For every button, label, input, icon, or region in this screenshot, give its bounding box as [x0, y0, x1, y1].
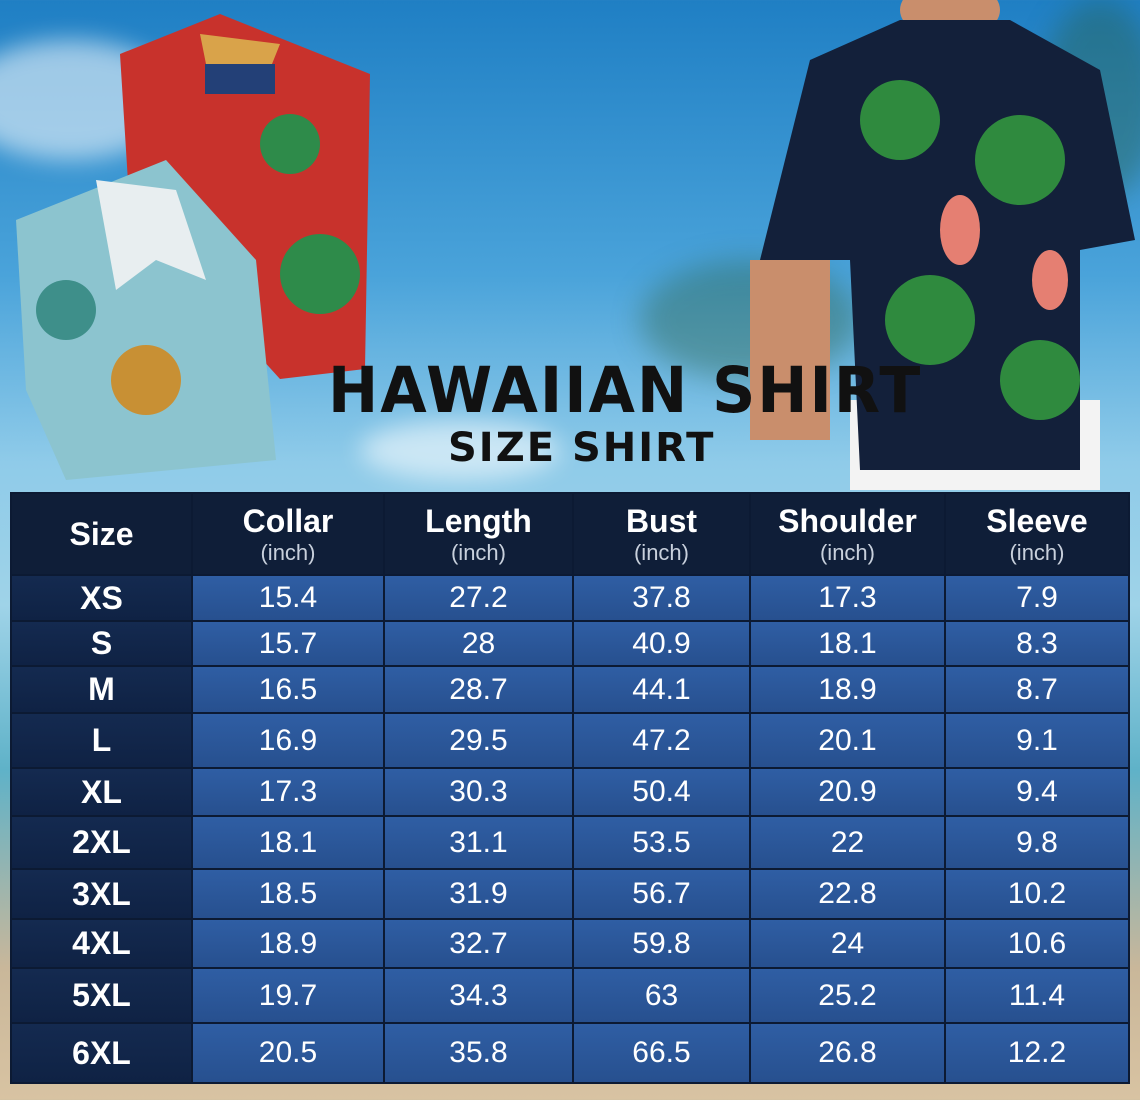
value-cell: 15.7: [193, 622, 383, 665]
size-label-cell: XS: [12, 576, 191, 620]
header-unit: (inch): [819, 539, 875, 565]
value-cell: 20.1: [751, 714, 944, 767]
size-label-cell: XL: [12, 769, 191, 815]
value-cell: 28.7: [385, 667, 572, 712]
value-cell: 9.4: [946, 769, 1128, 815]
value-cell: 35.8: [385, 1024, 572, 1082]
page-title: HAWAIIAN SHIRT: [328, 354, 923, 428]
value-cell: 31.1: [385, 817, 572, 868]
value-cell: 18.1: [193, 817, 383, 868]
value-cell: 31.9: [385, 870, 572, 918]
header-cell: Bust (inch): [574, 494, 749, 574]
value-cell: 12.2: [946, 1024, 1128, 1082]
size-label-cell: 2XL: [12, 817, 191, 868]
size-label-cell: M: [12, 667, 191, 712]
value-cell: 19.7: [193, 969, 383, 1022]
header-label: Length: [425, 502, 532, 539]
model-flamingo-shirt-image: [750, 0, 1135, 490]
size-label-cell: 4XL: [12, 920, 191, 967]
value-cell: 24: [751, 920, 944, 967]
header-cell: Collar (inch): [193, 494, 383, 574]
cloud: [360, 420, 560, 480]
header-cell: Size: [12, 494, 191, 574]
value-cell: 56.7: [574, 870, 749, 918]
size-label-cell: 6XL: [12, 1024, 191, 1082]
value-cell: 22.8: [751, 870, 944, 918]
value-cell: 44.1: [574, 667, 749, 712]
header-unit: (inch): [1009, 539, 1065, 565]
header-label: Size: [69, 515, 134, 552]
value-cell: 34.3: [385, 969, 572, 1022]
header-unit: (inch): [450, 539, 506, 565]
value-cell: 8.7: [946, 667, 1128, 712]
value-cell: 18.1: [751, 622, 944, 665]
header-cell: Sleeve (inch): [946, 494, 1128, 574]
value-cell: 63: [574, 969, 749, 1022]
value-cell: 27.2: [385, 576, 572, 620]
size-chart-table: Size Collar (inch) Length (inch) Bust (inch) Sh…: [10, 492, 1130, 1084]
header-cell: Length (inch): [385, 494, 572, 574]
value-cell: 40.9: [574, 622, 749, 665]
value-cell: 17.3: [751, 576, 944, 620]
value-cell: 32.7: [385, 920, 572, 967]
value-cell: 16.9: [193, 714, 383, 767]
value-cell: 18.9: [751, 667, 944, 712]
value-cell: 9.1: [946, 714, 1128, 767]
header-unit: (inch): [260, 539, 316, 565]
value-cell: 25.2: [751, 969, 944, 1022]
header-label: Shoulder: [778, 502, 917, 539]
page-subtitle: SIZE SHIRT: [448, 425, 716, 471]
value-cell: 8.3: [946, 622, 1128, 665]
header-label: Bust: [625, 502, 698, 539]
value-cell: 10.2: [946, 870, 1128, 918]
value-cell: 15.4: [193, 576, 383, 620]
value-cell: 29.5: [385, 714, 572, 767]
size-label-cell: S: [12, 622, 191, 665]
value-cell: 59.8: [574, 920, 749, 967]
header-cell: Shoulder (inch): [751, 494, 944, 574]
folded-blue-shirt-image: [16, 160, 276, 480]
value-cell: 20.5: [193, 1024, 383, 1082]
header-label: Collar: [242, 502, 334, 539]
value-cell: 47.2: [574, 714, 749, 767]
value-cell: 53.5: [574, 817, 749, 868]
value-cell: 66.5: [574, 1024, 749, 1082]
value-cell: 7.9: [946, 576, 1128, 620]
value-cell: 18.5: [193, 870, 383, 918]
value-cell: 50.4: [574, 769, 749, 815]
value-cell: 28: [385, 622, 572, 665]
value-cell: 9.8: [946, 817, 1128, 868]
size-label-cell: L: [12, 714, 191, 767]
value-cell: 30.3: [385, 769, 572, 815]
folded-red-shirt-image: [120, 14, 370, 379]
value-cell: 16.5: [193, 667, 383, 712]
header-unit: (inch): [633, 539, 689, 565]
value-cell: 20.9: [751, 769, 944, 815]
size-label-cell: 3XL: [12, 870, 191, 918]
value-cell: 18.9: [193, 920, 383, 967]
value-cell: 37.8: [574, 576, 749, 620]
size-label-cell: 5XL: [12, 969, 191, 1022]
value-cell: 26.8: [751, 1024, 944, 1082]
value-cell: 11.4: [946, 969, 1128, 1022]
value-cell: 17.3: [193, 769, 383, 815]
value-cell: 22: [751, 817, 944, 868]
header-label: Sleeve: [986, 502, 1088, 539]
value-cell: 10.6: [946, 920, 1128, 967]
